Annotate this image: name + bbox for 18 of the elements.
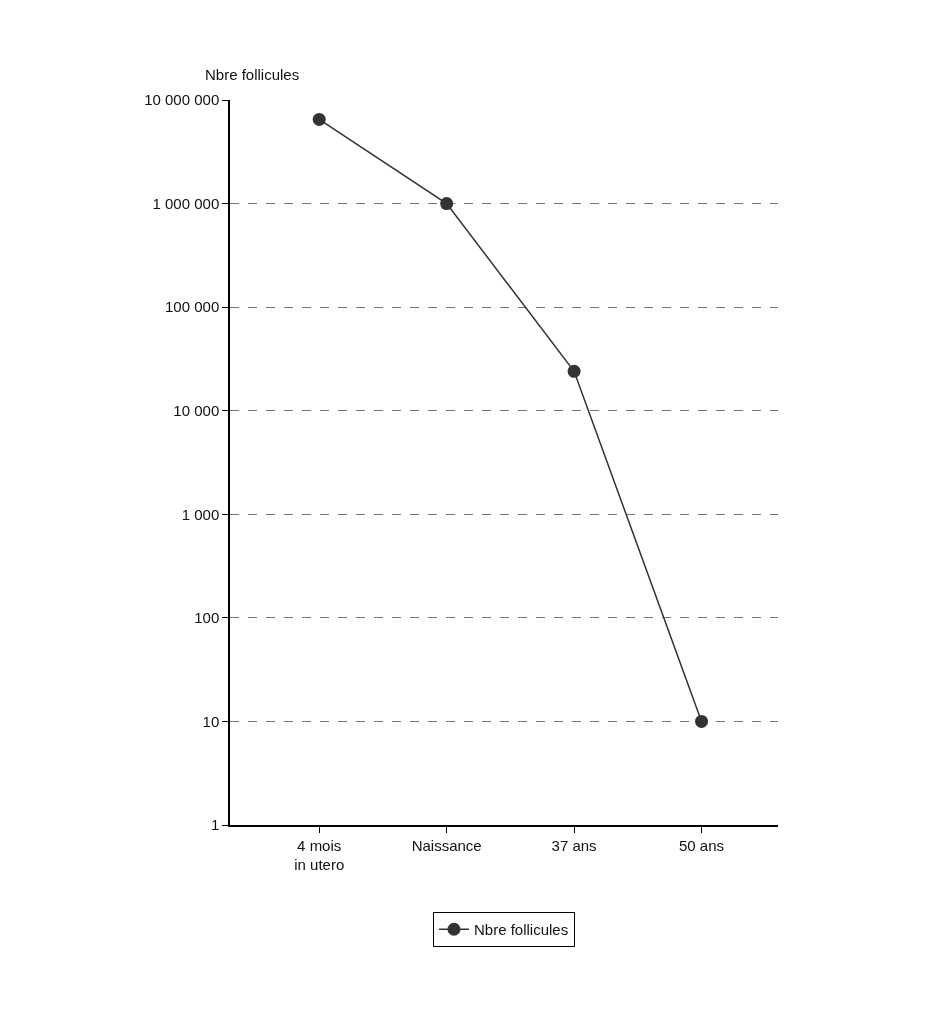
y-tick-label: 100 — [194, 609, 220, 627]
y-tick-label: 10 000 000 — [144, 91, 220, 109]
point — [695, 714, 709, 728]
y-tick-label: 1 000 — [181, 505, 220, 523]
x-tick-label: Naissance — [411, 836, 482, 854]
x-tick-label: 4 mois in utero — [294, 836, 345, 874]
point — [567, 364, 581, 378]
x-tick-label: 37 ans — [551, 836, 597, 854]
y-tick-label: 100 000 — [165, 298, 220, 316]
y-tick-label: 10 — [202, 712, 220, 730]
point — [440, 197, 454, 211]
point — [312, 112, 326, 126]
y-tick-label: 1 — [210, 816, 220, 834]
legend-label: Nbre follicules — [474, 921, 569, 939]
x-tick-label: 50 ans — [679, 836, 725, 854]
y-tick-label: 10 000 — [173, 401, 220, 419]
y-axis-title: Nbre follicules — [205, 66, 300, 83]
y-tick-label: 1 000 000 — [152, 194, 220, 212]
